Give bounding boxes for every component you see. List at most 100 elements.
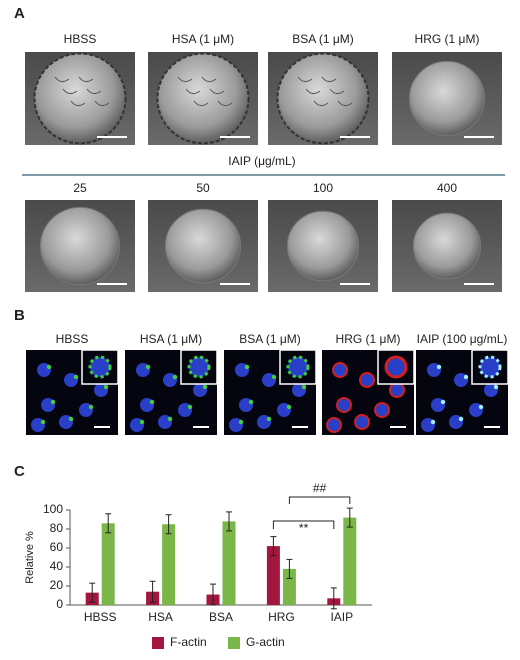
cell <box>164 208 242 284</box>
actin <box>68 416 74 422</box>
x-tick-label: BSA <box>209 610 233 624</box>
texture <box>78 76 94 83</box>
bar <box>101 523 115 605</box>
panel-label: A <box>14 5 25 22</box>
texture <box>94 100 110 107</box>
texture <box>329 88 345 95</box>
actin <box>50 399 56 405</box>
actin <box>493 384 499 390</box>
actin <box>187 404 193 410</box>
texture <box>86 88 102 95</box>
bar <box>222 521 236 605</box>
texture <box>297 76 313 83</box>
legend-label: F-actin <box>170 635 207 649</box>
y-tick-label: 60 <box>50 540 64 554</box>
inset-cell <box>88 355 112 379</box>
y-axis-label: Relative % <box>24 531 36 584</box>
panel-label: B <box>14 307 25 324</box>
cell <box>408 60 486 137</box>
nucleus <box>332 362 348 378</box>
inset-cell <box>286 355 310 379</box>
bracket <box>272 520 335 529</box>
texture <box>305 88 321 95</box>
texture <box>193 100 209 107</box>
panel-label: C <box>14 463 25 480</box>
nucleus <box>336 397 352 413</box>
column-label: 400 <box>437 181 457 195</box>
texture <box>209 88 225 95</box>
nucleus <box>389 382 405 398</box>
actin <box>248 399 254 405</box>
actin <box>271 374 277 380</box>
x-tick-label: HSA <box>148 610 173 624</box>
bracket <box>288 496 351 504</box>
column-label: HBSS <box>64 32 97 46</box>
nucleus <box>374 402 390 418</box>
annotation: ** <box>299 521 309 535</box>
actin <box>458 416 464 422</box>
actin <box>286 404 292 410</box>
actin <box>46 364 52 370</box>
actin <box>103 384 109 390</box>
texture <box>201 76 217 83</box>
cell <box>156 52 250 145</box>
y-tick-label: 0 <box>56 597 63 611</box>
texture <box>62 88 78 95</box>
y-tick-label: 80 <box>50 521 64 535</box>
x-tick-label: HBSS <box>84 610 117 624</box>
row-title: IAIP (μg/mL) <box>228 154 295 168</box>
column-label: HRG (1 μM) <box>336 332 401 346</box>
inset-cell <box>478 355 502 379</box>
column-label: 25 <box>73 181 87 195</box>
column-label: IAIP (100 μg/mL) <box>417 332 508 346</box>
texture <box>217 100 233 107</box>
actin <box>244 364 250 370</box>
texture <box>70 100 86 107</box>
cell <box>412 212 482 280</box>
texture <box>337 100 353 107</box>
column-label: 100 <box>313 181 333 195</box>
nucleus <box>354 414 370 430</box>
texture <box>313 100 329 107</box>
bar <box>162 524 176 605</box>
texture <box>321 76 337 83</box>
legend-swatch <box>152 637 164 649</box>
actin <box>463 374 469 380</box>
x-tick-label: HRG <box>268 610 295 624</box>
bar <box>282 568 296 605</box>
column-label: HSA (1 μM) <box>140 332 202 346</box>
actin <box>238 419 244 425</box>
actin <box>202 384 208 390</box>
column-label: BSA (1 μM) <box>292 32 354 46</box>
actin <box>40 419 46 425</box>
actin <box>139 419 145 425</box>
column-label: HRG (1 μM) <box>415 32 480 46</box>
y-tick-label: 40 <box>50 559 64 573</box>
actin <box>88 404 94 410</box>
column-label: 50 <box>196 181 210 195</box>
cell <box>286 210 360 282</box>
nucleus <box>359 372 375 388</box>
bar <box>266 546 280 605</box>
y-tick-label: 100 <box>43 502 63 516</box>
column-label: BSA (1 μM) <box>239 332 301 346</box>
cell <box>33 52 127 145</box>
actin <box>266 416 272 422</box>
actin <box>440 399 446 405</box>
texture <box>54 76 70 83</box>
annotation: ## <box>313 481 327 495</box>
column-label: HBSS <box>56 332 89 346</box>
nucleus <box>326 417 342 433</box>
actin <box>167 416 173 422</box>
actin <box>73 374 79 380</box>
actin <box>436 364 442 370</box>
cell <box>276 52 370 145</box>
y-tick-label: 20 <box>50 578 64 592</box>
inset-cell <box>187 355 211 379</box>
texture <box>185 88 201 95</box>
actin <box>172 374 178 380</box>
bar <box>343 517 357 605</box>
legend-label: G-actin <box>246 635 285 649</box>
x-tick-label: IAIP <box>330 610 353 624</box>
